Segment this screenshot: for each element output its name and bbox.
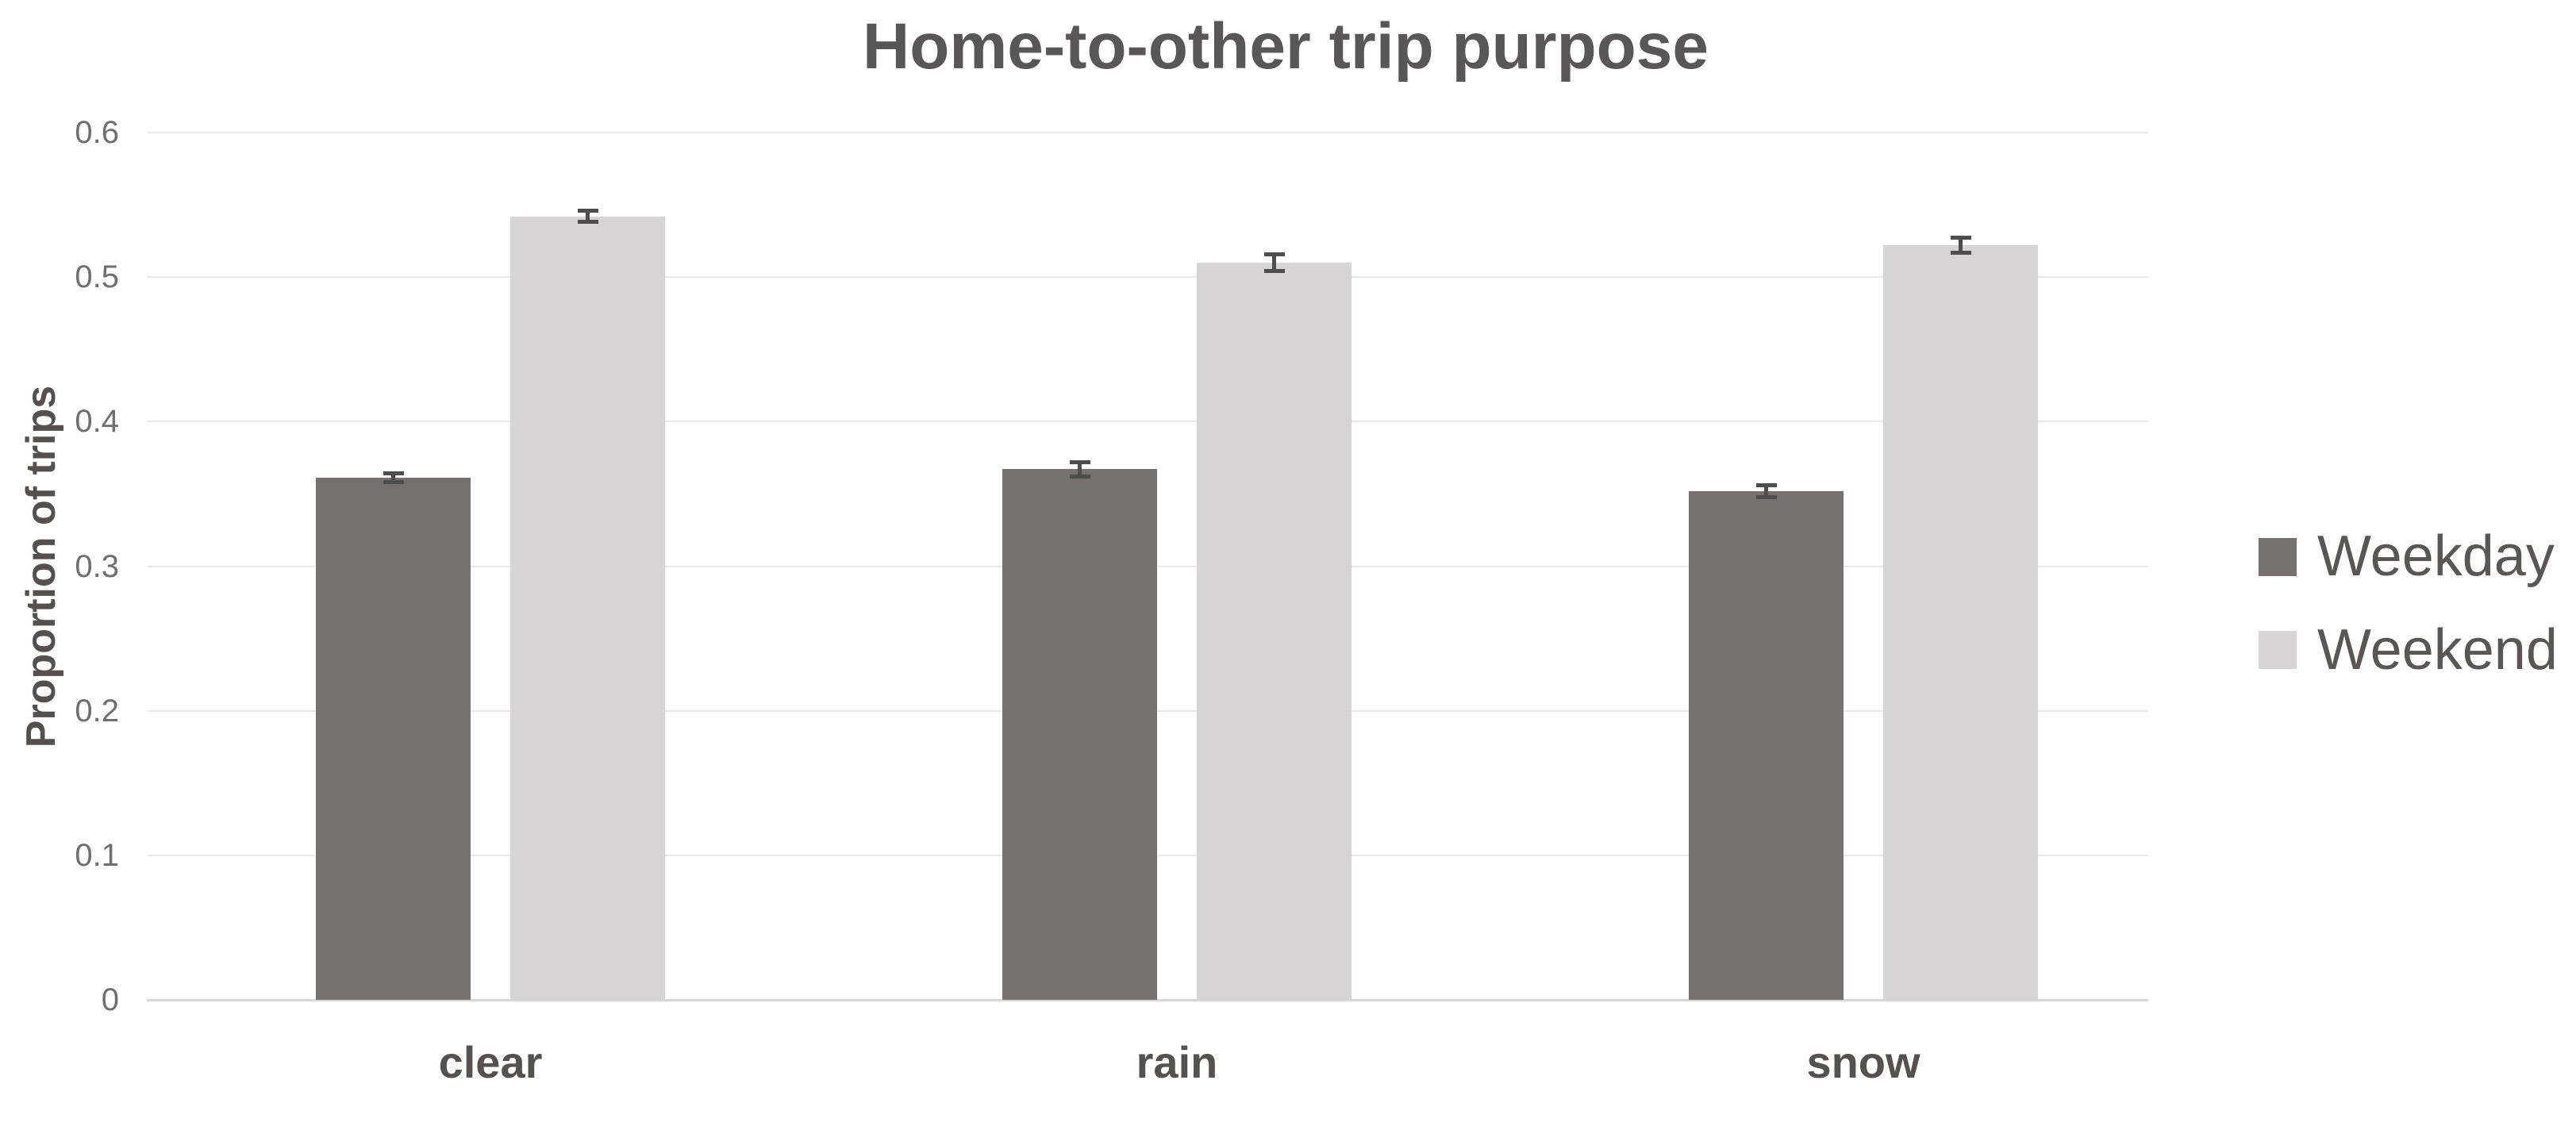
x-category-label-rain: rain	[1136, 1037, 1218, 1087]
y-tick-label: 0.5	[75, 259, 119, 294]
legend-label-weekday: Weekday	[2317, 525, 2555, 588]
legend-label-weekend: Weekend	[2317, 617, 2558, 682]
error-bar-cap	[1756, 495, 1777, 499]
bar-weekday-clear	[316, 478, 471, 1000]
error-bar-cap	[1264, 252, 1285, 256]
legend: Weekday Weekend	[2259, 525, 2558, 682]
error-bar-cap	[1264, 269, 1285, 273]
gridline	[147, 421, 2148, 422]
bar-weekday-snow	[1689, 491, 1844, 1000]
x-category-label-clear: clear	[438, 1037, 543, 1087]
bar-weekend-rain	[1197, 263, 1351, 1000]
legend-swatch-weekend	[2259, 631, 2297, 670]
legend-item-weekend: Weekend	[2259, 617, 2558, 682]
error-bar-cap	[383, 480, 404, 484]
y-tick-label: 0	[101, 982, 119, 1017]
bar-weekend-clear	[510, 217, 665, 1000]
y-tick-label: 0.4	[75, 404, 119, 439]
bar-weekday-rain	[1002, 469, 1157, 1000]
error-bar-weekend-clear	[586, 210, 590, 222]
plot-area	[147, 132, 2148, 1001]
error-bar-cap	[578, 220, 598, 224]
gridline	[147, 132, 2148, 133]
error-bar-weekday-rain	[1078, 462, 1082, 476]
error-bar-cap	[1070, 475, 1090, 479]
bar-weekend-snow	[1883, 245, 2038, 1000]
gridline	[147, 276, 2148, 278]
chart-title: Home-to-other trip purpose	[863, 10, 1709, 83]
y-tick-label: 0.3	[75, 549, 119, 584]
error-bar-cap	[578, 209, 598, 213]
y-tick-label: 0.1	[75, 838, 119, 873]
x-axis-line	[147, 999, 2148, 1001]
legend-item-weekday: Weekday	[2259, 525, 2558, 588]
error-bar-weekend-snow	[1959, 238, 1963, 252]
y-tick-label: 0.6	[75, 115, 119, 150]
error-bar-weekday-snow	[1764, 485, 1768, 497]
error-bar-cap	[1951, 251, 1971, 255]
error-bar-weekend-rain	[1272, 254, 1276, 271]
error-bar-cap	[1951, 236, 1971, 240]
error-bar-weekday-clear	[391, 474, 395, 482]
error-bar-cap	[383, 471, 404, 475]
error-bar-cap	[1756, 483, 1777, 487]
error-bar-cap	[1070, 460, 1090, 464]
y-tick-label: 0.2	[75, 694, 119, 728]
x-category-label-snow: snow	[1806, 1037, 1920, 1087]
legend-swatch-weekday	[2259, 537, 2297, 576]
